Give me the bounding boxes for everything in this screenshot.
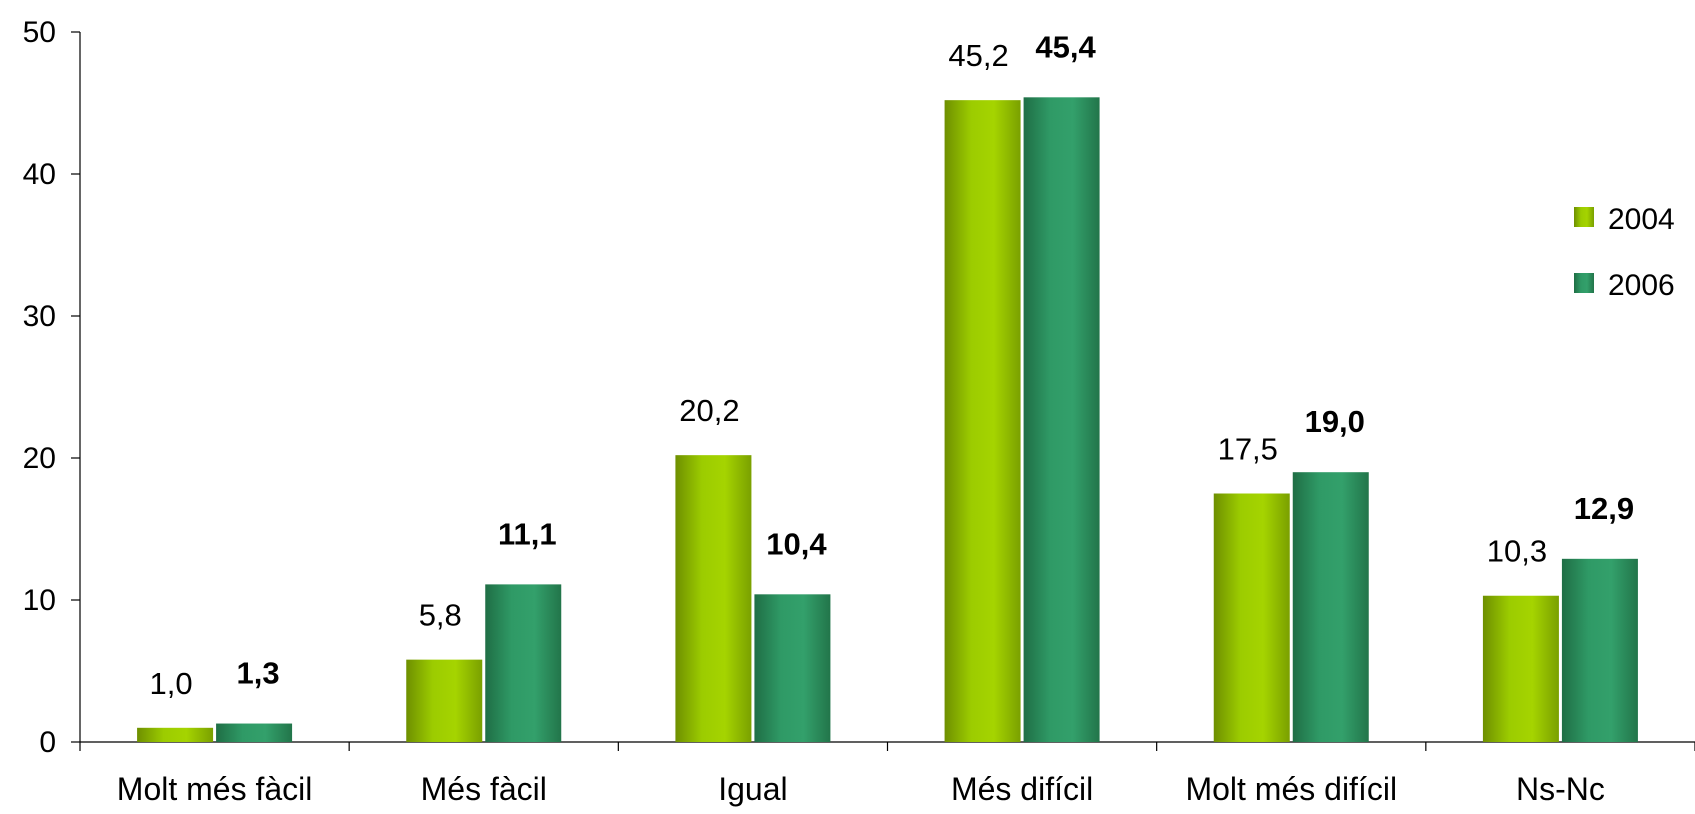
bar-2004-4 [1213,493,1290,742]
bar-2004-2 [675,455,752,742]
bar-2006-1 [485,584,562,742]
y-tick-label: 50 [23,16,56,49]
data-label-2004: 17,5 [1218,432,1278,467]
legend-label: 2006 [1608,269,1675,302]
data-label-2006: 1,3 [237,656,280,691]
data-label-2004: 45,2 [948,38,1008,73]
x-category-label: Més fàcil [421,771,547,807]
data-label-2006: 10,4 [766,526,827,561]
bar-2006-2 [754,594,831,742]
data-label-2004: 10,3 [1487,534,1547,569]
y-tick-label: 10 [23,584,56,617]
x-category-label: Igual [718,771,787,807]
y-tick-label: 30 [23,300,56,333]
bar-2006-5 [1561,558,1638,742]
x-category-label: Molt més fàcil [117,771,313,807]
value-labels: 1,0 5,8 20,2 45,2 17,5 10,3 1,3 11,1 10,4 45,4 19,… [150,29,1635,700]
data-label-2006: 11,1 [498,516,557,551]
data-label-2006: 19,0 [1305,404,1365,439]
bar-2004-3 [944,100,1021,742]
y-tick-label: 0 [39,726,56,759]
y-tick-label: 20 [23,442,56,475]
data-label-2006: 12,9 [1574,491,1634,526]
legend-swatch-2004 [1574,207,1594,227]
bar-2006-3 [1023,97,1100,742]
axes: 0 10 20 30 40 50 Molt més fàcil Més fàcil Igual M… [23,16,1695,807]
data-label-2004: 20,2 [679,393,739,428]
legend: 2004 2006 [1574,203,1675,302]
bar-2006-4 [1292,472,1369,742]
y-tick-label: 40 [23,158,56,191]
bar-2004-1 [406,659,483,742]
bar-2004-5 [1482,595,1559,742]
data-label-2004: 5,8 [419,598,462,633]
x-category-label: Ns-Nc [1516,771,1605,807]
data-label-2004: 1,0 [150,666,193,701]
x-category-label: Molt més difícil [1185,771,1397,807]
bar-2004-0 [137,727,214,742]
data-label-2006: 45,4 [1035,29,1096,64]
bars [137,97,1638,742]
legend-swatch-2006 [1574,273,1594,293]
x-category-label: Més difícil [951,771,1093,807]
legend-label: 2004 [1608,203,1675,236]
bar-2006-0 [216,723,293,742]
